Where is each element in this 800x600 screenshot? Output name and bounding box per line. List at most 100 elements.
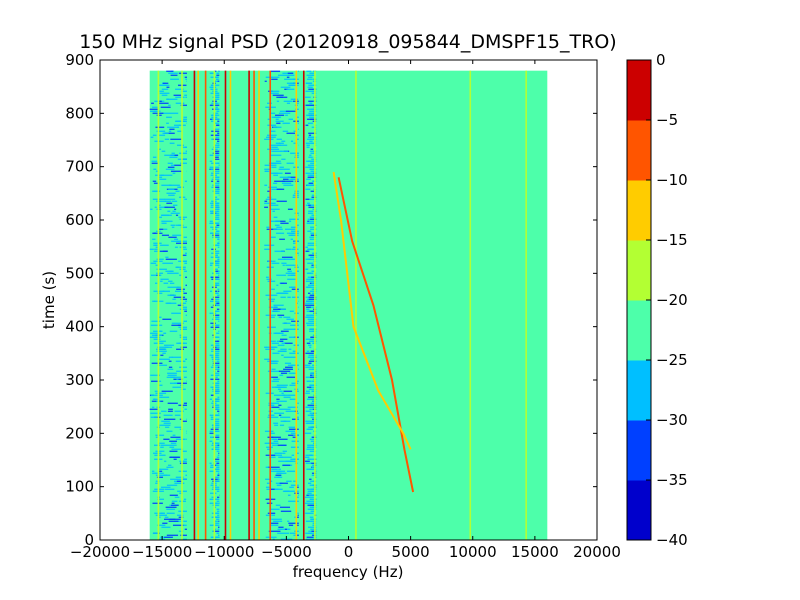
noise-streak xyxy=(177,304,184,306)
noise-streak xyxy=(154,354,159,356)
noise-streak xyxy=(285,110,296,112)
noise-streak xyxy=(166,376,176,378)
noise-streak xyxy=(286,232,295,234)
noise-streak xyxy=(215,122,220,124)
noise-streak xyxy=(166,122,169,124)
noise-streak xyxy=(276,188,285,190)
noise-streak xyxy=(182,450,187,452)
noise-streak xyxy=(170,164,176,166)
noise-streak xyxy=(214,340,219,342)
noise-streak xyxy=(218,184,220,186)
noise-streak xyxy=(210,162,220,164)
noise-streak xyxy=(267,118,270,120)
noise-streak xyxy=(170,170,183,172)
noise-streak xyxy=(174,164,182,166)
noise-streak xyxy=(180,346,187,348)
noise-streak xyxy=(155,514,167,516)
noise-streak xyxy=(174,520,184,522)
noise-streak xyxy=(214,216,220,218)
noise-streak xyxy=(288,84,295,86)
spectral-lines xyxy=(157,70,527,540)
noise-streak xyxy=(218,148,220,150)
noise-streak xyxy=(213,298,220,300)
noise-streak xyxy=(154,250,158,252)
noise-streak xyxy=(169,456,180,458)
noise-streak xyxy=(217,270,220,272)
noise-streak xyxy=(210,168,214,170)
noise-streak xyxy=(212,190,220,192)
noise-streak xyxy=(158,358,170,360)
noise-streak xyxy=(273,378,280,380)
noise-streak xyxy=(267,260,276,262)
noise-streak xyxy=(273,126,282,128)
noise-streak xyxy=(283,328,296,330)
noise-streak xyxy=(169,446,175,448)
noise-streak xyxy=(214,316,220,318)
noise-streak xyxy=(282,180,294,182)
noise-streak xyxy=(152,334,163,336)
noise-streak xyxy=(160,446,164,448)
noise-streak xyxy=(308,526,317,528)
noise-streak xyxy=(171,312,181,314)
noise-streak xyxy=(172,386,184,388)
noise-streak xyxy=(163,332,167,334)
noise-streak xyxy=(170,78,179,80)
noise-streak xyxy=(210,212,214,214)
colorbar-tick-label: −30 xyxy=(656,411,688,429)
noise-streak xyxy=(278,142,284,144)
noise-streak xyxy=(291,296,299,298)
noise-streak xyxy=(271,146,278,148)
noise-streak xyxy=(307,356,316,358)
noise-streak xyxy=(215,272,220,274)
noise-streak xyxy=(308,220,317,222)
noise-streak xyxy=(216,190,220,192)
noise-streak xyxy=(307,404,317,406)
noise-streak xyxy=(213,530,220,532)
noise-streak xyxy=(311,436,317,438)
noise-streak xyxy=(218,170,220,172)
noise-streak xyxy=(309,116,317,118)
noise-streak xyxy=(309,450,317,452)
noise-streak xyxy=(152,180,157,182)
noise-streak xyxy=(210,72,213,74)
noise-streak xyxy=(212,210,219,212)
noise-streak xyxy=(212,436,220,438)
noise-streak xyxy=(212,516,220,518)
noise-streak xyxy=(277,344,285,346)
noise-streak xyxy=(292,350,296,352)
noise-streak xyxy=(267,326,276,328)
noise-streak xyxy=(309,316,315,318)
noise-streak xyxy=(211,478,220,480)
noise-streak xyxy=(179,328,187,330)
noise-streak xyxy=(295,230,299,232)
noise-streak xyxy=(268,530,281,532)
noise-streak xyxy=(306,448,315,450)
noise-streak xyxy=(178,186,184,188)
noise-streak xyxy=(160,396,170,398)
noise-streak xyxy=(217,294,220,296)
noise-streak xyxy=(215,366,220,368)
noise-streak xyxy=(269,144,281,146)
noise-streak xyxy=(209,436,215,438)
noise-streak xyxy=(311,214,317,216)
noise-streak xyxy=(212,400,220,402)
noise-streak xyxy=(157,346,169,348)
noise-streak xyxy=(166,192,176,194)
noise-streak xyxy=(292,372,296,374)
noise-streak xyxy=(216,518,220,520)
noise-streak xyxy=(174,410,184,412)
noise-streak xyxy=(271,468,278,470)
noise-streak xyxy=(213,250,220,252)
noise-streak xyxy=(306,536,317,538)
noise-streak xyxy=(289,310,294,312)
noise-streak xyxy=(155,126,165,128)
noise-streak xyxy=(264,200,268,202)
noise-streak xyxy=(210,84,214,86)
noise-streak xyxy=(211,350,220,352)
noise-streak xyxy=(211,120,214,122)
noise-streak xyxy=(151,102,154,104)
noise-streak xyxy=(179,334,183,336)
noise-streak xyxy=(308,254,317,256)
noise-streak xyxy=(209,86,214,88)
noise-streak xyxy=(162,132,169,134)
